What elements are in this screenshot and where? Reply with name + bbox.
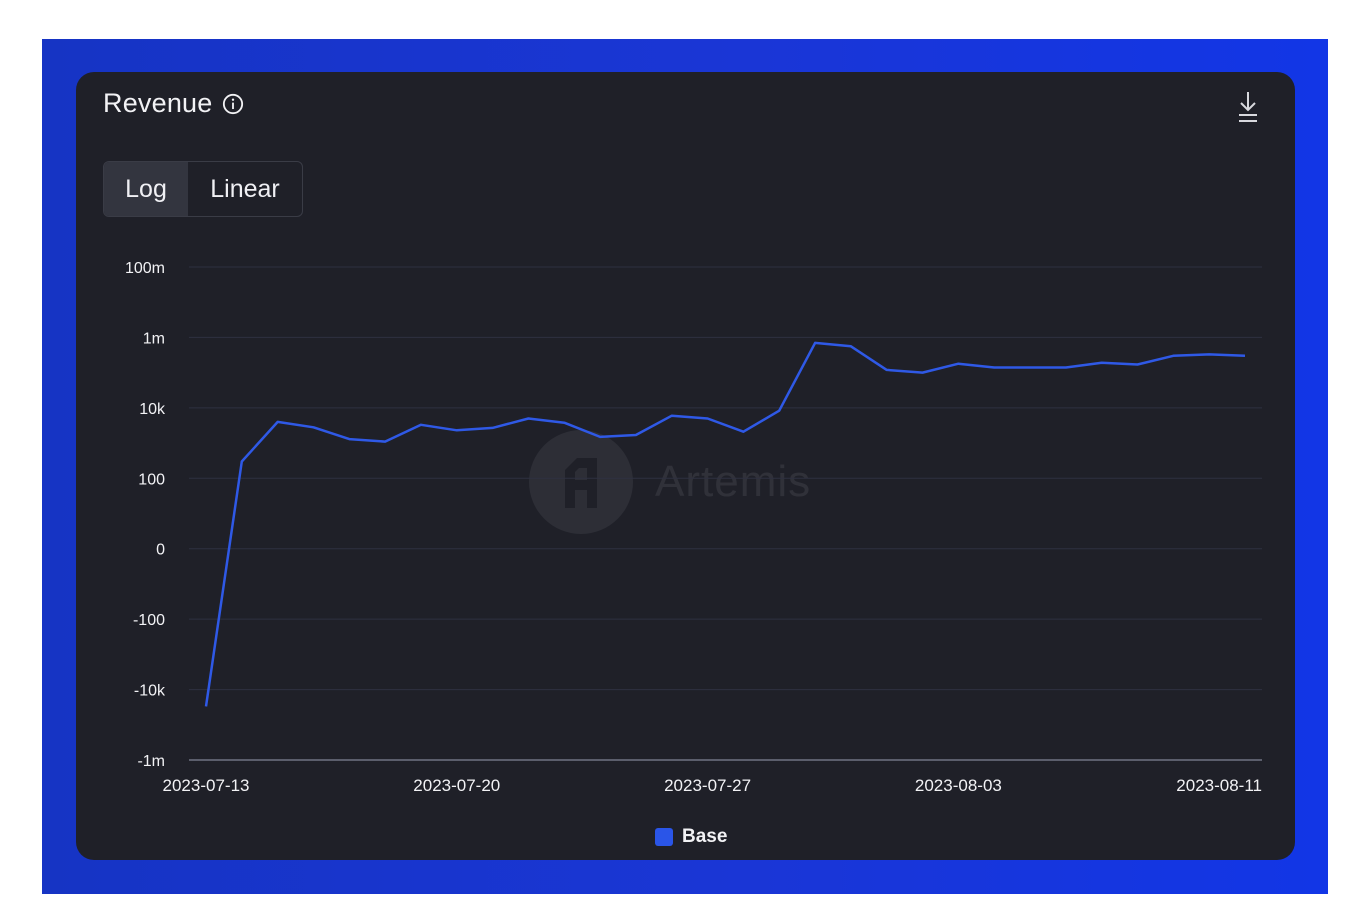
x-tick-label: 2023-08-11 xyxy=(1176,776,1262,795)
data-point[interactable] xyxy=(490,425,496,431)
data-point[interactable] xyxy=(597,434,603,440)
scale-toggle: Log Linear xyxy=(103,161,303,217)
y-axis-ticks: 100m 1m 10k 100 0 -100 -10k -1m xyxy=(125,260,166,770)
watermark-text: Artemis xyxy=(655,457,812,506)
data-point[interactable] xyxy=(1027,364,1033,370)
data-point[interactable] xyxy=(1242,353,1248,359)
artemis-logo-icon xyxy=(529,430,633,534)
data-point[interactable] xyxy=(920,370,926,376)
data-point[interactable] xyxy=(1099,360,1105,366)
data-point[interactable] xyxy=(633,432,639,438)
data-point[interactable] xyxy=(1063,364,1069,370)
data-point[interactable] xyxy=(203,703,209,709)
y-tick-label: -10k xyxy=(134,683,166,700)
chart-card xyxy=(76,72,1295,860)
series-line-base[interactable] xyxy=(204,341,1246,707)
data-point[interactable] xyxy=(382,439,388,445)
data-point[interactable] xyxy=(1206,351,1212,357)
info-circle-icon[interactable] xyxy=(222,93,244,115)
data-point[interactable] xyxy=(991,364,997,370)
data-point[interactable] xyxy=(561,420,567,426)
legend-label-base[interactable]: Base xyxy=(682,826,728,847)
data-point[interactable] xyxy=(812,340,818,346)
x-axis-ticks: 2023-07-13 2023-07-20 2023-07-27 2023-08-03… xyxy=(163,776,1262,795)
grid-lines xyxy=(189,266,1262,761)
data-point[interactable] xyxy=(705,415,711,421)
data-point[interactable] xyxy=(776,408,782,414)
watermark: Artemis xyxy=(529,430,811,534)
scale-option-linear[interactable]: Linear xyxy=(210,174,280,203)
data-point[interactable] xyxy=(239,458,245,464)
data-point[interactable] xyxy=(310,424,316,430)
data-point[interactable] xyxy=(669,413,675,419)
y-tick-label: 100m xyxy=(125,260,165,277)
legend: Base xyxy=(655,826,727,848)
y-tick-label: 100 xyxy=(138,471,165,488)
legend-swatch-base[interactable] xyxy=(655,828,673,846)
data-point[interactable] xyxy=(848,343,854,349)
y-tick-label: 10k xyxy=(139,401,166,418)
download-icon[interactable] xyxy=(1236,90,1260,124)
x-tick-label: 2023-07-20 xyxy=(413,776,500,795)
x-tick-label: 2023-08-03 xyxy=(915,776,1002,795)
data-point[interactable] xyxy=(1135,362,1141,368)
x-tick-label: 2023-07-13 xyxy=(163,776,250,795)
chart-header: Revenue xyxy=(103,88,244,119)
chart-title: Revenue xyxy=(103,88,213,118)
series-lines xyxy=(203,340,1248,709)
x-tick-label: 2023-07-27 xyxy=(664,776,751,795)
y-tick-label: 1m xyxy=(143,330,165,347)
data-point[interactable] xyxy=(346,436,352,442)
data-point[interactable] xyxy=(454,427,460,433)
data-point[interactable] xyxy=(525,415,531,421)
scale-option-log[interactable]: Log xyxy=(104,162,188,216)
data-point[interactable] xyxy=(884,367,890,373)
data-point[interactable] xyxy=(955,361,961,367)
y-tick-label: -100 xyxy=(133,612,165,629)
y-tick-label: -1m xyxy=(137,753,165,770)
data-point[interactable] xyxy=(275,419,281,425)
data-point[interactable] xyxy=(418,422,424,428)
y-tick-label: 0 xyxy=(156,542,165,559)
data-point[interactable] xyxy=(740,429,746,435)
data-point[interactable] xyxy=(1170,353,1176,359)
